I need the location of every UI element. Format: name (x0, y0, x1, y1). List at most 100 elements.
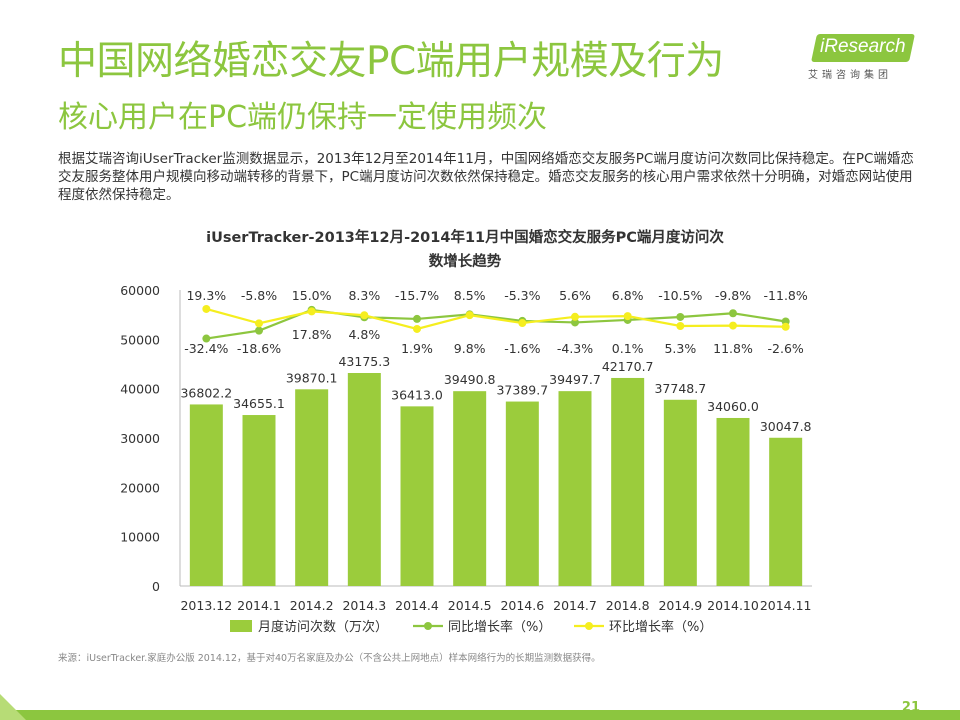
y-tick-label: 40000 (120, 382, 160, 397)
yoy-value-label: 9.8% (454, 341, 486, 356)
mom-point (729, 321, 737, 330)
bar-value-label: 39497.7 (549, 372, 601, 387)
yoy-value-label: -18.6% (237, 341, 281, 356)
y-tick-label: 10000 (120, 530, 160, 545)
bar (558, 391, 592, 586)
bar-value-label: 36802.2 (180, 385, 232, 400)
x-tick-label: 2014.11 (760, 598, 812, 613)
x-tick-label: 2014.3 (342, 598, 386, 613)
x-tick-label: 2014.7 (553, 598, 597, 613)
bar-value-label: 36413.0 (391, 387, 443, 402)
x-tick-label: 2014.4 (395, 598, 439, 613)
x-tick-label: 2014.1 (237, 598, 281, 613)
legend-yoy-label: 同比增长率（%） (448, 619, 551, 635)
x-tick-label: 2014.10 (707, 598, 759, 613)
iresearch-logo: iResearch 艾瑞咨询集团 (806, 34, 915, 84)
mom-value-label: -5.3% (504, 288, 540, 303)
mom-point (255, 319, 263, 328)
source-note: 来源：iUserTracker.家庭办公版 2014.12，基于对40万名家庭及… (58, 653, 601, 664)
mom-point (360, 311, 369, 320)
mom-value-label: 15.0% (292, 288, 332, 303)
bar-value-label: 30047.8 (760, 419, 812, 434)
x-tick-label: 2014.8 (606, 598, 650, 613)
yoy-point (202, 334, 211, 343)
mom-value-label: -11.8% (764, 288, 808, 303)
chart-title: iUserTracker-2013年12月-2014年11月中国婚恋交友服务PC… (206, 228, 724, 246)
mom-point (518, 319, 527, 328)
yoy-value-label: -1.6% (504, 341, 540, 356)
y-tick-label: 0 (152, 579, 160, 594)
yoy-point (676, 312, 685, 321)
bar (189, 404, 223, 586)
yoy-value-label: -4.3% (557, 341, 593, 356)
mom-point (676, 322, 685, 331)
legend-bar-swatch (230, 620, 252, 632)
x-tick-label: 2014.6 (500, 598, 544, 613)
yoy-value-label: -32.4% (184, 341, 228, 356)
x-tick-label: 2013.12 (180, 598, 232, 613)
mom-point (623, 312, 632, 321)
yoy-value-label: 4.8% (348, 327, 380, 342)
mom-point (781, 322, 790, 331)
bar-value-label: 37389.7 (496, 383, 548, 398)
bar (769, 437, 803, 586)
mom-value-label: -10.5% (658, 288, 702, 303)
logo-brand: iResearch (820, 36, 906, 57)
y-tick-label: 20000 (120, 480, 160, 495)
mom-value-label: 6.8% (612, 288, 644, 303)
mom-point (202, 304, 211, 313)
yoy-value-label: 5.3% (664, 341, 696, 356)
logo-tagline: 艾瑞咨询集团 (808, 70, 892, 81)
yoy-point (255, 326, 263, 335)
x-tick-label: 2014.5 (448, 598, 492, 613)
bar-value-label: 39490.8 (444, 372, 496, 387)
yoy-value-label: 0.1% (612, 341, 644, 356)
bar (295, 389, 329, 586)
bar (453, 391, 487, 586)
yoy-point (571, 318, 579, 327)
legend-mom-label: 环比增长率（%） (609, 619, 712, 635)
bar-value-label: 37748.7 (654, 381, 706, 396)
mom-value-label: 5.6% (559, 288, 591, 303)
page-title: 中国网络婚恋交友PC端用户规模及行为 (58, 39, 724, 84)
bar (716, 417, 750, 586)
mom-value-label: -9.8% (715, 288, 751, 303)
mom-point (413, 324, 421, 333)
bar-value-label: 39870.1 (286, 370, 338, 385)
bar (663, 399, 697, 586)
bar (611, 377, 645, 586)
bar (347, 373, 381, 586)
mom-point (571, 312, 579, 321)
description-text: 根据艾瑞咨询iUserTracker监测数据显示，2013年12月至2014年1… (58, 151, 914, 203)
y-tick-label: 50000 (120, 332, 160, 347)
mom-value-label: 8.5% (454, 288, 486, 303)
mom-value-label: -15.7% (395, 288, 439, 303)
page-subtitle: 核心用户在PC端仍保持一定使用频次 (58, 100, 548, 135)
mom-value-label: -5.8% (241, 288, 277, 303)
bar-value-label: 34060.0 (707, 399, 759, 414)
mom-value-label: 8.3% (348, 288, 380, 303)
bar-value-label: 34655.1 (233, 396, 285, 411)
yoy-value-label: -2.6% (768, 341, 804, 356)
yoy-point (413, 314, 421, 323)
mom-point (465, 311, 474, 320)
legend-bar-label: 月度访问次数（万次） (258, 619, 388, 635)
y-tick-label: 60000 (120, 283, 160, 298)
mom-line (206, 307, 786, 331)
yoy-value-label: 11.8% (713, 341, 753, 356)
mom-point (307, 307, 316, 316)
yoy-value-label: 1.9% (401, 341, 433, 356)
yoy-point (729, 309, 737, 318)
bar-value-label: 42170.7 (602, 359, 654, 374)
y-tick-label: 30000 (120, 431, 160, 446)
x-tick-label: 2014.9 (658, 598, 702, 613)
corner-decoration (0, 694, 26, 720)
bar-value-label: 43175.3 (338, 354, 390, 369)
bottom-accent-bar (0, 710, 960, 720)
chart-title-line2: 数增长趋势 (429, 252, 502, 270)
bar (505, 401, 539, 586)
bar (242, 415, 276, 586)
mom-value-label: 19.3% (186, 288, 226, 303)
bar (400, 406, 434, 586)
x-tick-label: 2014.2 (290, 598, 334, 613)
